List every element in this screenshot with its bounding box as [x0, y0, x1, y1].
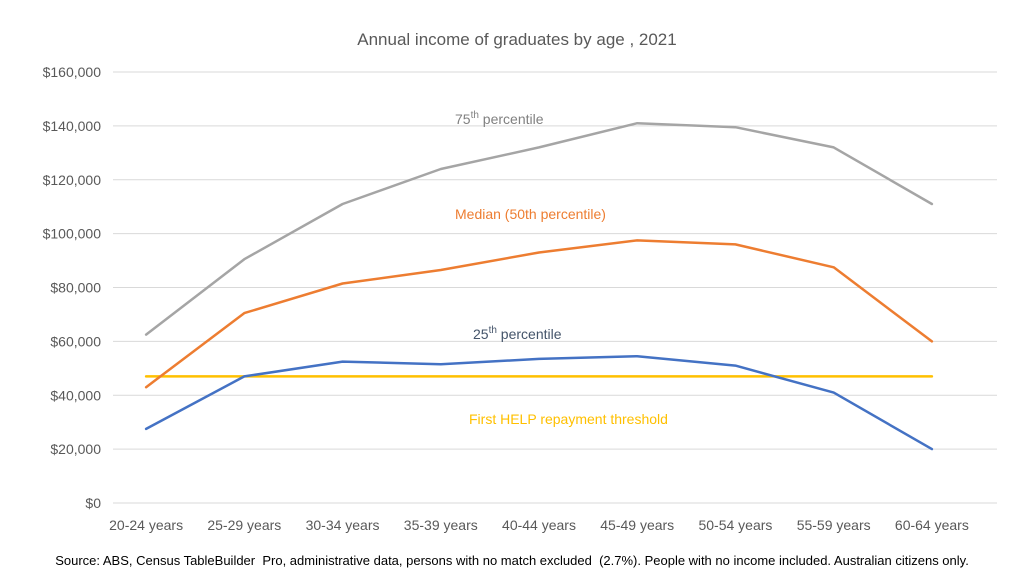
- series-line-median-50th-percentile: [144, 239, 934, 389]
- series-lines: [144, 121, 934, 451]
- series-annotations: 75th percentile Median (50th percentile) 2…: [455, 110, 668, 427]
- y-tick-label: $160,000: [43, 64, 102, 80]
- x-tick-label: 30-34 years: [306, 517, 380, 533]
- x-axis-ticks: 20-24 years 25-29 years 30-34 years 35-39 y…: [109, 517, 969, 533]
- series-label: Median (50th percentile): [455, 206, 606, 222]
- chart-title: Annual income of graduates by age , 2021: [357, 30, 676, 49]
- series-line-75th-percentile: [144, 121, 934, 336]
- series-label: 25th percentile: [473, 325, 562, 342]
- series-line-25th-percentile: [144, 354, 934, 451]
- x-tick-label: 55-59 years: [797, 517, 871, 533]
- y-axis-ticks: $0 $20,000 $40,000 $60,000 $80,000 $100,000 $1…: [43, 64, 102, 511]
- x-tick-label: 25-29 years: [207, 517, 281, 533]
- source-note: Source: ABS, Census TableBuilder Pro, ad…: [55, 553, 969, 568]
- y-tick-label: $40,000: [50, 387, 101, 403]
- y-tick-label: $60,000: [50, 333, 101, 349]
- y-tick-label: $100,000: [43, 226, 102, 242]
- x-tick-label: 60-64 years: [895, 517, 969, 533]
- y-tick-label: $140,000: [43, 118, 102, 134]
- x-tick-label: 35-39 years: [404, 517, 478, 533]
- series-label: First HELP repayment threshold: [469, 411, 668, 427]
- x-tick-label: 45-49 years: [600, 517, 674, 533]
- y-tick-label: $80,000: [50, 280, 101, 296]
- y-tick-label: $120,000: [43, 172, 102, 188]
- x-tick-label: 50-54 years: [698, 517, 772, 533]
- y-tick-label: $0: [85, 495, 101, 511]
- y-tick-label: $20,000: [50, 441, 101, 457]
- gridlines: [113, 71, 997, 504]
- series-label: 75th percentile: [455, 110, 544, 127]
- x-tick-label: 20-24 years: [109, 517, 183, 533]
- x-tick-label: 40-44 years: [502, 517, 576, 533]
